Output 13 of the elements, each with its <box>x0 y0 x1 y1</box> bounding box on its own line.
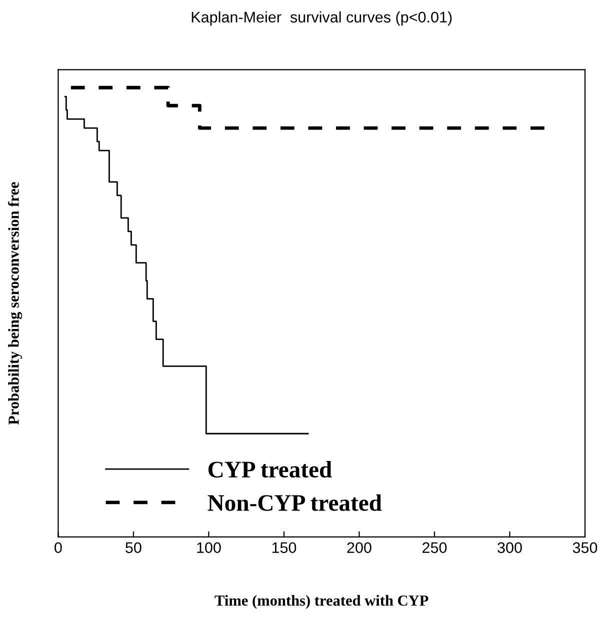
x-axis-title: Time (months) treated with CYP <box>214 594 428 609</box>
x-tick-label: 50 <box>126 542 142 554</box>
x-tick-label: 300 <box>498 542 522 554</box>
x-tick-label: 350 <box>572 542 598 554</box>
legend-label: CYP treated <box>208 460 332 478</box>
x-tick-label: 0 <box>54 542 62 554</box>
y-axis-title: Probability being seroconversion free <box>8 182 22 425</box>
x-tick-label: 150 <box>272 542 296 554</box>
x-tick-label: 250 <box>422 542 447 554</box>
x-tick-label: 100 <box>197 542 221 554</box>
x-tick-label: 200 <box>347 542 372 554</box>
chart-title: Kaplan-Meier survival curves (p<0.01) <box>192 11 452 26</box>
legend-label: Non-CYP treated <box>208 494 382 511</box>
